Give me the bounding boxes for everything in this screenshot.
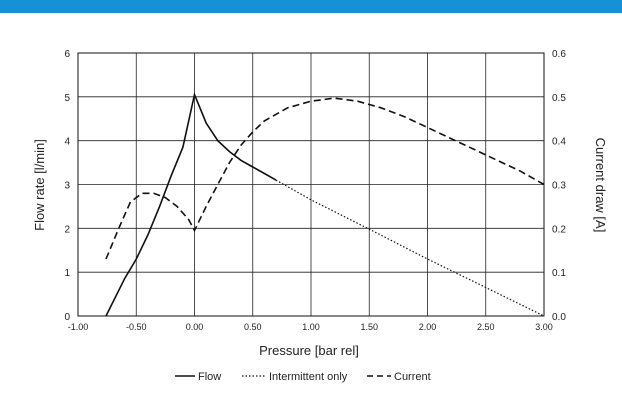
x-tick-label: 0.00	[186, 322, 204, 332]
series-layer	[105, 91, 545, 317]
legend-label: Intermittent only	[269, 371, 348, 383]
y-tick-label: 1	[64, 268, 70, 279]
y2-tick-label: 0.6	[552, 49, 566, 60]
y2-tick-label: 0.1	[552, 268, 566, 279]
y-tick-label: 3	[64, 181, 70, 192]
y2-tick-labels: 0.0 0.1 0.2 0.3 0.4 0.5 0.6	[552, 49, 566, 323]
series-line-current	[105, 97, 545, 260]
y-tick-labels: 0 1 2 3 4 5 6	[64, 49, 70, 323]
y2-tick-label: 0.2	[552, 224, 566, 235]
legend-label: Current	[394, 371, 431, 383]
y-tick-label: 0	[64, 312, 70, 323]
x-tick-label: 2.00	[419, 322, 437, 332]
legend-label: Flow	[198, 371, 221, 383]
y-tick-label: 4	[64, 137, 70, 148]
x-tick-label: -1.00	[68, 322, 89, 332]
y2-tick-label: 0.5	[552, 93, 566, 104]
x-tick-labels: -1.00 -0.50 0.00 0.50 1.00 1.50 2.00 2.50 3.00	[68, 322, 553, 332]
y-tick-label: 6	[64, 49, 70, 60]
x-axis-label: Pressure [bar rel]	[259, 343, 359, 358]
x-tick-label: 3.00	[535, 322, 553, 332]
x-tick-label: 2.50	[477, 322, 495, 332]
y2-tick-label: 0.4	[552, 137, 566, 148]
series-line-intermittent-only	[275, 179, 545, 317]
series-line-flow	[105, 91, 277, 317]
y-axis-label: Flow rate [l/min]	[32, 139, 47, 231]
y2-tick-label: 0.3	[552, 181, 566, 192]
legend: Flow Intermittent only Current	[175, 371, 431, 383]
chart-grid	[77, 52, 545, 317]
x-tick-label: 1.50	[360, 322, 378, 332]
top-accent-bar	[0, 0, 622, 13]
y2-axis-label: Current draw [A]	[593, 138, 608, 233]
x-tick-label: -0.50	[126, 322, 147, 332]
x-tick-label: 0.50	[244, 322, 262, 332]
y-tick-label: 2	[64, 224, 70, 235]
x-tick-label: 1.00	[302, 322, 320, 332]
y2-tick-label: 0.0	[552, 312, 566, 323]
y-tick-label: 5	[64, 93, 70, 104]
